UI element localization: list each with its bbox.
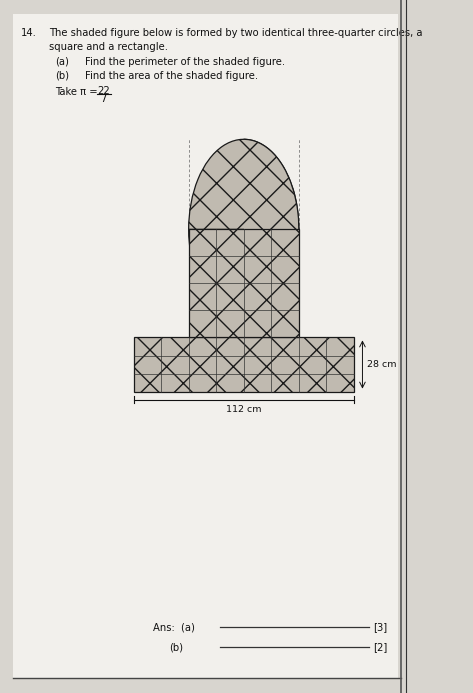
- Text: Find the perimeter of the shaded figure.: Find the perimeter of the shaded figure.: [85, 57, 285, 67]
- Text: (b): (b): [55, 71, 69, 80]
- Text: 28 cm: 28 cm: [367, 360, 396, 369]
- Text: Take π =: Take π =: [55, 87, 101, 97]
- Text: [2]: [2]: [373, 642, 387, 652]
- Wedge shape: [189, 139, 299, 319]
- Bar: [133, 337, 354, 392]
- Text: (b): (b): [169, 642, 184, 652]
- Text: Ans:  (a): Ans: (a): [153, 622, 194, 632]
- Text: (a): (a): [55, 57, 69, 67]
- Wedge shape: [189, 139, 299, 319]
- Text: 7: 7: [101, 94, 107, 104]
- Text: [3]: [3]: [373, 622, 387, 632]
- Text: Find the area of the shaded figure.: Find the area of the shaded figure.: [85, 71, 258, 80]
- Text: 14.: 14.: [21, 28, 37, 37]
- Text: 112 cm: 112 cm: [226, 405, 262, 414]
- Text: square and a rectangle.: square and a rectangle.: [49, 42, 168, 51]
- Text: 22: 22: [97, 86, 110, 96]
- Bar: [189, 229, 299, 337]
- Text: The shaded figure below is formed by two identical three-quarter circles, a: The shaded figure below is formed by two…: [49, 28, 422, 37]
- FancyBboxPatch shape: [13, 14, 398, 679]
